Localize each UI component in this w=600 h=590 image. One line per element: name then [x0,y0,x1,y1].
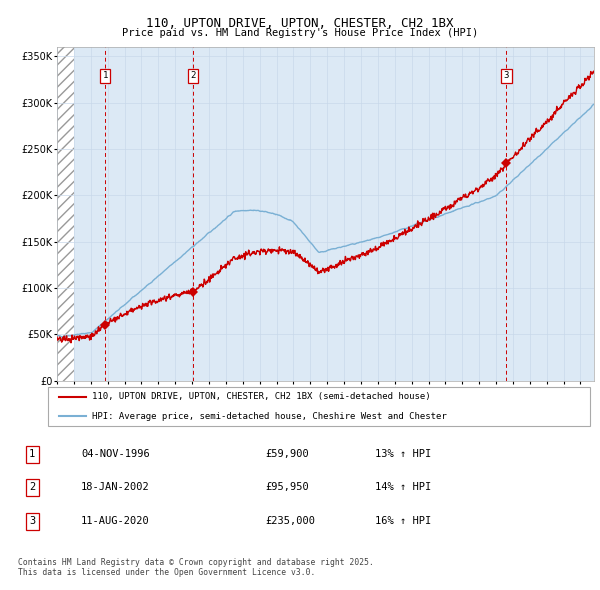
Text: 1: 1 [103,71,108,80]
Text: 3: 3 [29,516,35,526]
Bar [506,47,594,381]
Bar [57,47,74,381]
Text: HPI: Average price, semi-detached house, Cheshire West and Chester: HPI: Average price, semi-detached house,… [92,412,446,421]
Bar [105,47,193,381]
FancyBboxPatch shape [48,387,590,426]
Text: £95,950: £95,950 [265,483,309,492]
Text: 2: 2 [190,71,196,80]
Text: 13% ↑ HPI: 13% ↑ HPI [375,450,431,459]
Text: 110, UPTON DRIVE, UPTON, CHESTER, CH2 1BX: 110, UPTON DRIVE, UPTON, CHESTER, CH2 1B… [146,17,454,30]
Text: 14% ↑ HPI: 14% ↑ HPI [375,483,431,492]
Text: 11-AUG-2020: 11-AUG-2020 [81,516,150,526]
Text: Price paid vs. HM Land Registry's House Price Index (HPI): Price paid vs. HM Land Registry's House … [122,28,478,38]
Text: Contains HM Land Registry data © Crown copyright and database right 2025.
This d: Contains HM Land Registry data © Crown c… [18,558,374,577]
Text: 2: 2 [29,483,35,492]
Text: 3: 3 [503,71,509,80]
Text: 16% ↑ HPI: 16% ↑ HPI [375,516,431,526]
Text: 1: 1 [29,450,35,459]
Text: 04-NOV-1996: 04-NOV-1996 [81,450,150,459]
Text: £59,900: £59,900 [265,450,309,459]
Text: £235,000: £235,000 [265,516,316,526]
Text: 18-JAN-2002: 18-JAN-2002 [81,483,150,492]
Text: 110, UPTON DRIVE, UPTON, CHESTER, CH2 1BX (semi-detached house): 110, UPTON DRIVE, UPTON, CHESTER, CH2 1B… [92,392,430,401]
